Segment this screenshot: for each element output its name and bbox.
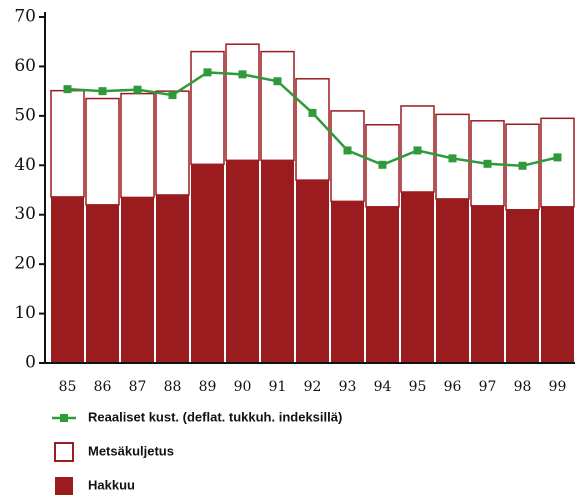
bar xyxy=(541,206,574,363)
bar xyxy=(401,191,434,363)
y-tick-label: 40 xyxy=(14,155,36,175)
x-tick-label: 88 xyxy=(164,379,182,395)
bar xyxy=(471,205,504,363)
bar xyxy=(295,78,330,181)
bar xyxy=(261,160,294,363)
point xyxy=(448,154,457,163)
point xyxy=(378,160,387,169)
bar xyxy=(120,92,155,199)
x-tick-label: 86 xyxy=(94,379,112,395)
point xyxy=(343,146,352,155)
point xyxy=(308,108,317,117)
point xyxy=(413,146,422,155)
y-tick-label: 60 xyxy=(14,56,36,76)
bar xyxy=(51,196,84,363)
point xyxy=(168,91,177,100)
legend-swatch xyxy=(54,442,74,462)
x-tick-label: 95 xyxy=(409,379,427,395)
y-tick-label: 50 xyxy=(14,105,36,125)
point xyxy=(133,85,142,94)
x-tick-label: 93 xyxy=(339,379,357,395)
y-tick-label: 30 xyxy=(14,204,36,224)
x-tick-label: 96 xyxy=(444,379,462,395)
bar xyxy=(50,89,85,198)
x-tick-label: 87 xyxy=(129,379,147,395)
point xyxy=(203,68,212,77)
bar xyxy=(436,198,469,363)
point xyxy=(553,153,562,162)
point xyxy=(483,159,492,168)
bar xyxy=(156,194,189,363)
bar xyxy=(296,180,329,363)
legend-marker xyxy=(60,414,68,422)
x-tick-label: 99 xyxy=(549,379,567,395)
x-tick-label: 97 xyxy=(479,379,497,395)
point xyxy=(518,161,527,170)
point xyxy=(98,87,107,96)
bar xyxy=(366,206,399,363)
point xyxy=(238,70,247,79)
bar xyxy=(506,209,539,363)
bar xyxy=(260,50,295,162)
legend-swatch xyxy=(55,477,73,495)
y-tick-label: 10 xyxy=(14,303,36,323)
bar xyxy=(225,43,260,162)
bar xyxy=(121,197,154,363)
bar xyxy=(191,164,224,363)
x-tick-label: 98 xyxy=(514,379,532,395)
point xyxy=(63,85,72,94)
x-tick-label: 94 xyxy=(374,379,392,395)
bar xyxy=(155,90,190,196)
bar xyxy=(226,160,259,363)
x-tick-label: 92 xyxy=(304,379,322,395)
legend-label: Hakkuu xyxy=(88,477,135,492)
y-tick-label: 20 xyxy=(14,254,36,274)
x-tick-label: 91 xyxy=(269,379,287,395)
x-tick-label: 89 xyxy=(199,379,217,395)
bar xyxy=(331,201,364,363)
legend-label: Reaaliset kust. (deflat. tukkuh. indeksi… xyxy=(88,409,342,424)
legend-label: Metsäkuljetus xyxy=(88,443,174,458)
y-tick-label: 0 xyxy=(25,353,36,373)
point xyxy=(273,77,282,86)
bar xyxy=(540,117,575,208)
y-tick-label: 70 xyxy=(14,7,36,27)
x-tick-label: 90 xyxy=(234,379,252,395)
bar xyxy=(85,97,120,206)
bar xyxy=(86,204,119,363)
x-tick-label: 85 xyxy=(59,379,77,395)
